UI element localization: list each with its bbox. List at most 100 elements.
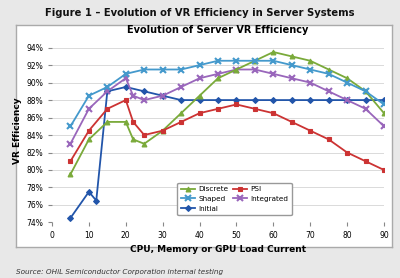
Discrete xyxy=(131,138,136,141)
Shaped xyxy=(68,125,73,128)
Shaped xyxy=(326,72,331,76)
PSI xyxy=(131,120,136,124)
Initial xyxy=(382,98,386,102)
Initial xyxy=(345,98,350,102)
Legend: Discrete, Shaped, Initial, PSI, Integrated: Discrete, Shaped, Initial, PSI, Integrat… xyxy=(178,183,292,215)
Initial xyxy=(94,199,99,202)
Discrete xyxy=(271,50,276,54)
PSI xyxy=(363,160,368,163)
PSI xyxy=(179,120,184,124)
Shaped xyxy=(289,63,294,67)
Integrated xyxy=(123,76,128,80)
Initial xyxy=(68,216,73,220)
Initial xyxy=(289,98,294,102)
X-axis label: CPU, Memory or GPU Load Current: CPU, Memory or GPU Load Current xyxy=(130,245,306,254)
Integrated xyxy=(308,81,313,84)
PSI xyxy=(160,129,165,132)
Initial xyxy=(363,98,368,102)
Integrated xyxy=(382,125,386,128)
Discrete xyxy=(234,68,239,71)
PSI xyxy=(105,107,110,110)
Shaped xyxy=(123,72,128,76)
Initial xyxy=(123,85,128,89)
Discrete xyxy=(123,120,128,124)
Shaped xyxy=(197,63,202,67)
Integrated xyxy=(131,94,136,97)
Discrete xyxy=(86,138,91,141)
Initial xyxy=(271,98,276,102)
Discrete xyxy=(68,173,73,176)
PSI xyxy=(68,160,73,163)
Discrete xyxy=(382,111,386,115)
Initial xyxy=(216,98,220,102)
PSI xyxy=(86,129,91,132)
Integrated xyxy=(345,98,350,102)
PSI xyxy=(289,120,294,124)
Text: Source: OHiL Semiconductor Corporation internal testing: Source: OHiL Semiconductor Corporation i… xyxy=(16,269,223,275)
Text: Figure 1 – Evolution of VR Efficiency in Server Systems: Figure 1 – Evolution of VR Efficiency in… xyxy=(45,8,355,18)
Integrated xyxy=(160,94,165,97)
Initial xyxy=(142,90,147,93)
Shaped xyxy=(86,94,91,97)
Shaped xyxy=(179,68,184,71)
Shaped xyxy=(382,103,386,106)
PSI xyxy=(252,107,257,110)
Y-axis label: VR Efficiency: VR Efficiency xyxy=(13,97,22,164)
Integrated xyxy=(363,107,368,110)
Discrete xyxy=(197,94,202,97)
PSI xyxy=(308,129,313,132)
PSI xyxy=(271,111,276,115)
Initial xyxy=(234,98,239,102)
Integrated xyxy=(142,98,147,102)
PSI xyxy=(345,151,350,154)
Discrete xyxy=(289,55,294,58)
Discrete xyxy=(308,59,313,63)
Initial xyxy=(105,90,110,93)
Initial xyxy=(197,98,202,102)
Discrete xyxy=(142,142,147,145)
Integrated xyxy=(68,142,73,145)
Shaped xyxy=(363,90,368,93)
PSI xyxy=(234,103,239,106)
Initial xyxy=(86,190,91,193)
Discrete xyxy=(252,59,257,63)
Integrated xyxy=(105,90,110,93)
Shaped xyxy=(234,59,239,63)
PSI xyxy=(382,168,386,172)
Discrete xyxy=(363,90,368,93)
Shaped xyxy=(308,68,313,71)
PSI xyxy=(326,138,331,141)
Initial xyxy=(179,98,184,102)
PSI xyxy=(197,111,202,115)
Shaped xyxy=(252,59,257,63)
Integrated xyxy=(216,72,220,76)
Shaped xyxy=(216,59,220,63)
Shaped xyxy=(160,68,165,71)
Integrated xyxy=(197,76,202,80)
Shaped xyxy=(345,81,350,84)
PSI xyxy=(123,98,128,102)
Line: Shaped: Shaped xyxy=(67,58,387,130)
Title: Evolution of Server VR Efficiency: Evolution of Server VR Efficiency xyxy=(127,25,309,35)
Discrete xyxy=(345,76,350,80)
PSI xyxy=(216,107,220,110)
Initial xyxy=(160,94,165,97)
Discrete xyxy=(179,111,184,115)
Integrated xyxy=(234,68,239,71)
Integrated xyxy=(179,85,184,89)
Integrated xyxy=(271,72,276,76)
Integrated xyxy=(289,76,294,80)
Shaped xyxy=(142,68,147,71)
Initial xyxy=(326,98,331,102)
Line: Initial: Initial xyxy=(68,85,386,220)
Shaped xyxy=(271,59,276,63)
Integrated xyxy=(86,107,91,110)
Line: Discrete: Discrete xyxy=(68,49,386,177)
Line: Integrated: Integrated xyxy=(67,66,387,147)
Integrated xyxy=(252,68,257,71)
Line: PSI: PSI xyxy=(68,98,386,172)
Discrete xyxy=(326,68,331,71)
Integrated xyxy=(326,90,331,93)
Initial xyxy=(308,98,313,102)
PSI xyxy=(142,133,147,137)
